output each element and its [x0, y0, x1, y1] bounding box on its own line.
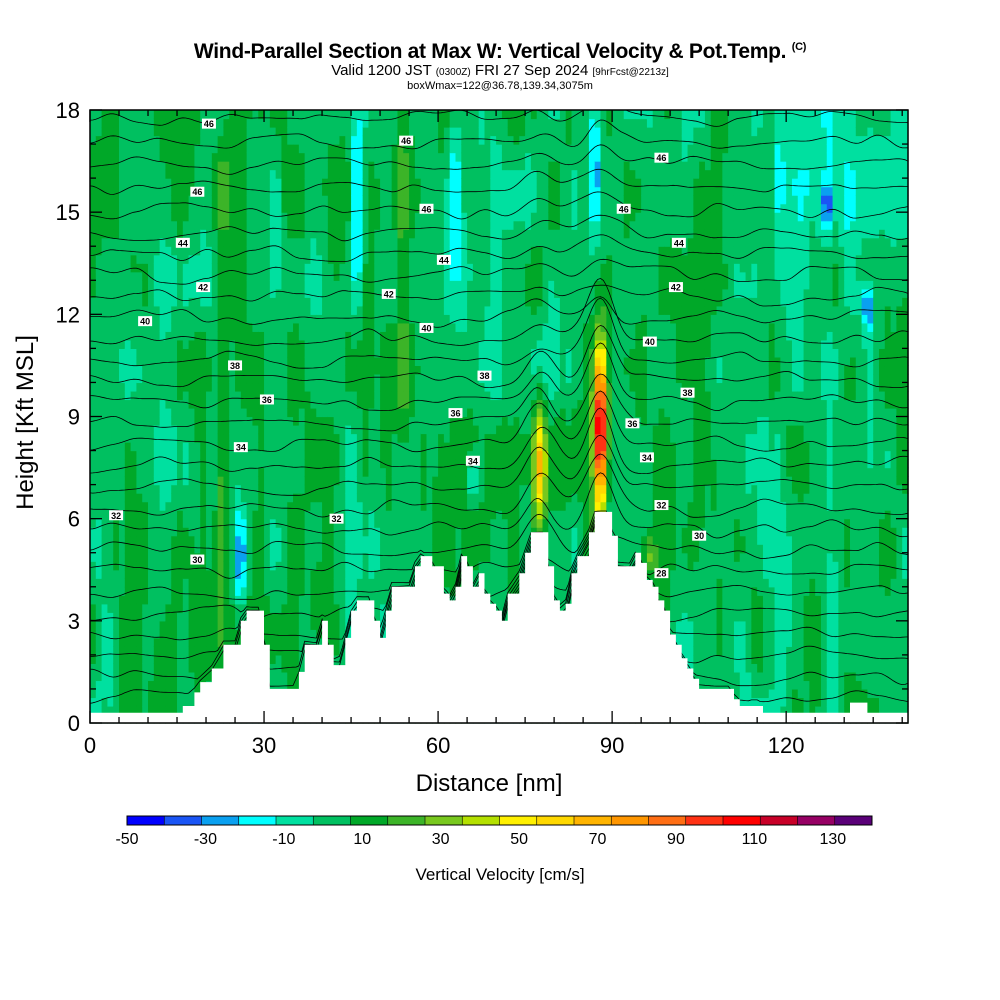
y-tick-label: 12 — [56, 302, 80, 327]
theta-contour-label: 36 — [448, 408, 463, 419]
colorbar-tick-label: 70 — [589, 831, 607, 848]
theta-contour-label: 30 — [190, 554, 205, 565]
theta-contour-label: 28 — [654, 568, 669, 579]
x-tick-label: 120 — [768, 733, 805, 758]
colorbar-swatch — [425, 816, 463, 825]
theta-contour-label: 44 — [175, 237, 190, 248]
x-tick-label: 0 — [84, 733, 96, 758]
theta-contour-label: 38 — [477, 370, 492, 381]
colorbar-tick-label: 50 — [510, 831, 528, 848]
colorbar-swatch — [685, 816, 724, 825]
colorbar-swatch — [536, 816, 575, 825]
theta-contour-label: 30 — [692, 530, 707, 541]
colorbar-swatch — [499, 816, 538, 825]
theta-contour-label: 40 — [138, 316, 153, 327]
theta-contour-label: 46 — [654, 152, 669, 163]
y-tick-label: 0 — [68, 711, 80, 736]
x-tick-label: 90 — [600, 733, 624, 758]
colorbar-swatch — [238, 816, 277, 825]
y-tick-label: 3 — [68, 609, 80, 634]
colorbar-swatch — [313, 816, 351, 825]
x-axis-label: Distance [nm] — [416, 770, 563, 797]
colorbar-swatch — [462, 816, 500, 825]
colorbar-swatch — [834, 816, 873, 825]
x-tick-label: 60 — [426, 733, 450, 758]
colorbar-tick-label: -30 — [194, 831, 217, 848]
theta-contour-label: 38 — [228, 360, 243, 371]
colorbar-swatch — [648, 816, 687, 825]
colorbar-swatch — [760, 816, 798, 825]
colorbar-title: Vertical Velocity [cm/s] — [415, 865, 584, 884]
theta-contour-label: 46 — [201, 118, 216, 129]
theta-contour-label: 36 — [259, 394, 274, 405]
colorbar-tick-label: 110 — [742, 831, 768, 848]
y-tick-label: 15 — [56, 200, 80, 225]
theta-contour-label: 36 — [625, 418, 640, 429]
colorbar-swatch — [201, 816, 240, 825]
chart-valid-time: Valid 1200 JST (0300Z) FRI 27 Sep 2024 [… — [331, 62, 669, 79]
theta-contour-label: 46 — [399, 135, 414, 146]
colorbar-swatch — [164, 816, 202, 825]
colorbar-swatch — [127, 816, 165, 825]
colorbar-swatch — [723, 816, 761, 825]
theta-contour-label: 44 — [671, 237, 686, 248]
x-axis: 0 30 60 90 120 — [84, 110, 903, 758]
colorbar-tick-label: 30 — [432, 831, 450, 848]
colorbar-tick-label: 130 — [819, 831, 846, 848]
chart-title: Wind-Parallel Section at Max W: Vertical… — [193, 40, 807, 63]
terrain-profile — [90, 511, 908, 723]
theta-contour-label: 40 — [419, 322, 434, 333]
theta-contour-label: 40 — [642, 336, 657, 347]
colorbar-tick-label: -10 — [272, 831, 295, 848]
theta-contour-label: 32 — [109, 510, 124, 521]
y-tick-label: 18 — [56, 98, 80, 123]
chart-header: Wind-Parallel Section at Max W: Vertical… — [0, 36, 1000, 93]
colorbar-tick-label: -50 — [115, 831, 138, 848]
theta-contour-label: 38 — [680, 387, 695, 398]
colorbar-swatch — [574, 816, 612, 825]
theta-contour-label: 32 — [654, 500, 669, 511]
y-tick-label: 6 — [68, 507, 80, 532]
colorbar-swatch — [797, 816, 836, 825]
theta-contour-label: 46 — [190, 186, 205, 197]
colorbar-tick-label: 10 — [353, 831, 371, 848]
y-tick-label: 9 — [68, 405, 80, 430]
colorbar-swatch — [387, 816, 426, 825]
theta-contour-label: 44 — [436, 254, 451, 265]
colorbar: -50 -30 -10 10 30 50 70 90 110 130 Vertical Veloci… — [115, 815, 873, 884]
vertical-velocity-field — [90, 110, 909, 724]
theta-contour-label: 42 — [381, 288, 396, 299]
x-tick-label: 30 — [252, 733, 276, 758]
chart-boxwmax: boxWmax=122@36.78,139.34,3075m — [407, 80, 593, 92]
colorbar-swatch — [276, 816, 314, 825]
theta-contour-label: 42 — [668, 282, 683, 293]
colorbar-tick-label: 90 — [667, 831, 685, 848]
theta-contour-label: 46 — [616, 203, 631, 214]
colorbar-swatch — [611, 816, 649, 825]
theta-contour-label: 34 — [639, 452, 654, 463]
theta-contour-label: 34 — [233, 442, 248, 453]
theta-contour-label: 32 — [329, 513, 344, 524]
colorbar-swatch — [350, 816, 389, 825]
y-axis-label: Height [Kft MSL] — [12, 335, 39, 510]
theta-contour-label: 42 — [196, 282, 211, 293]
theta-contour-label: 46 — [419, 203, 434, 214]
theta-contour-label: 34 — [465, 455, 480, 466]
